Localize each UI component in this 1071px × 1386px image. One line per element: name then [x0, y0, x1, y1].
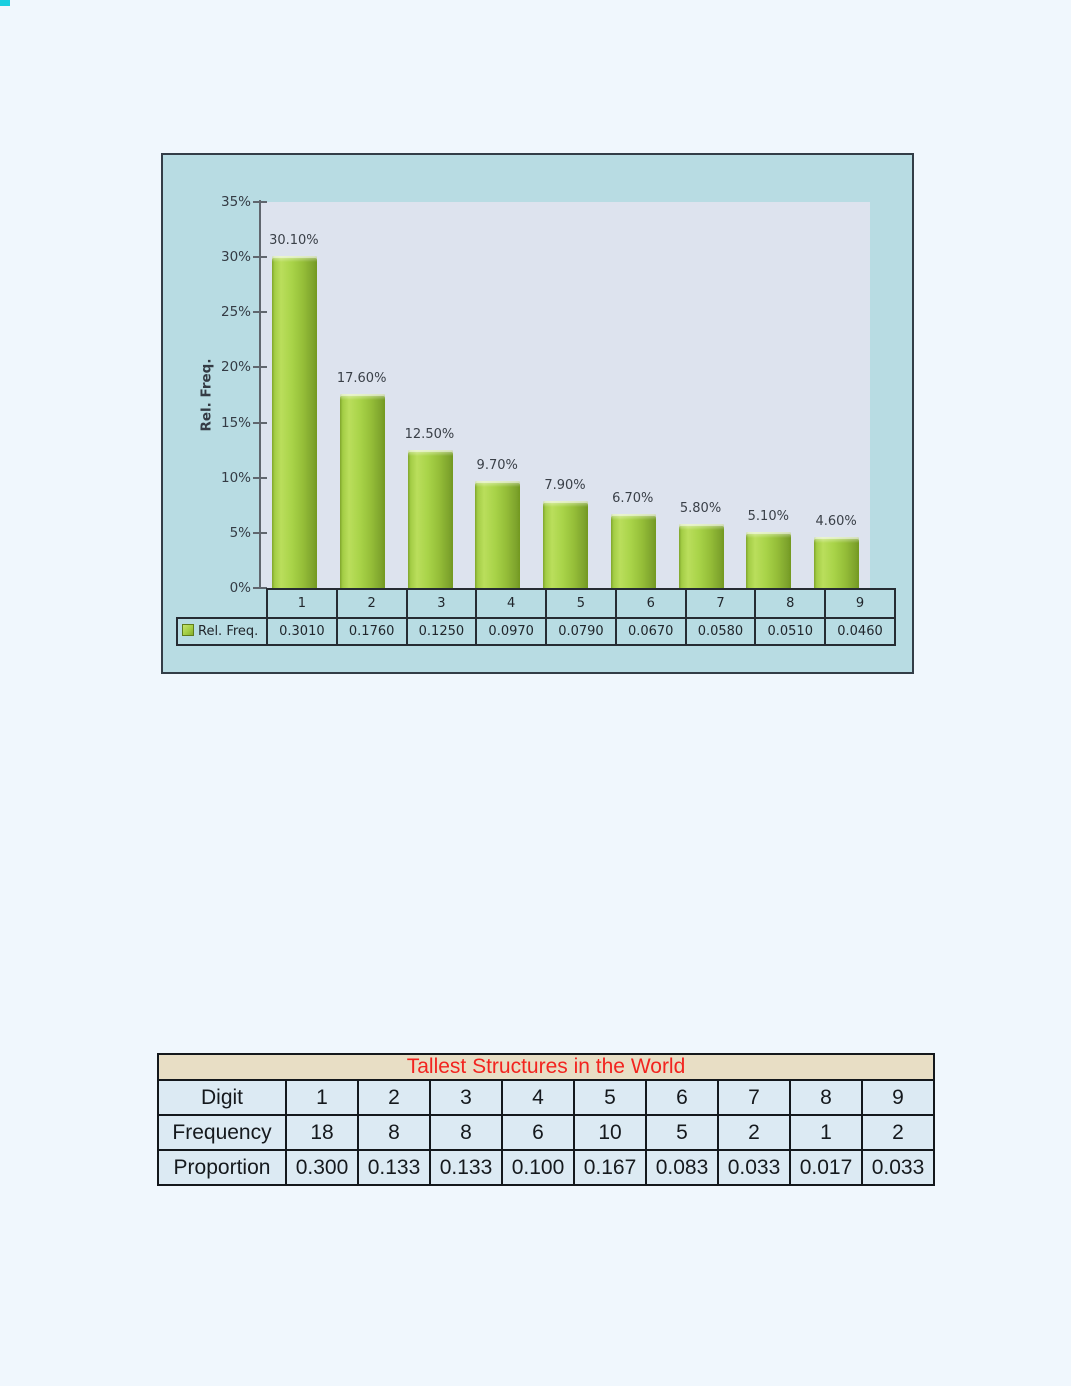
y-tick-label: 0% — [229, 580, 251, 596]
table-cell: 2 — [357, 1079, 431, 1116]
legend-color-icon — [182, 624, 194, 636]
bar — [407, 450, 453, 588]
table-cell: 0.167 — [573, 1149, 647, 1186]
table-cell: 0.033 — [717, 1149, 791, 1186]
y-tick-label: 5% — [229, 524, 251, 541]
bar — [543, 500, 589, 588]
table-cell: 0.017 — [789, 1149, 863, 1186]
table-cell: 0.100 — [501, 1149, 575, 1186]
bar-value-label: 9.70% — [476, 458, 518, 474]
bar — [746, 531, 792, 588]
category-cell: 4 — [475, 588, 548, 619]
bar-value-label: 30.10% — [269, 233, 319, 249]
table-title: Tallest Structures in the World — [157, 1053, 935, 1081]
y-tick — [253, 476, 267, 479]
category-cell: 1 — [266, 588, 338, 619]
value-cell: 0.0790 — [545, 617, 617, 646]
table-cell: 9 — [861, 1079, 935, 1116]
row-label: Digit — [157, 1079, 287, 1116]
table-cell: 7 — [717, 1079, 791, 1116]
table-cell: 0.033 — [861, 1149, 935, 1186]
value-cell: 0.0670 — [614, 617, 687, 646]
series-row: Rel. Freq. 0.3010 0.1760 0.1250 0.0970 0.0790… — [176, 617, 896, 646]
category-cell: 2 — [335, 588, 408, 619]
y-tick — [253, 531, 267, 534]
bar-value-label: 12.50% — [404, 427, 455, 443]
bar — [339, 393, 385, 588]
table-cell: 10 — [573, 1114, 647, 1151]
table-cell: 0.300 — [285, 1149, 359, 1186]
row-label: Proportion — [157, 1149, 287, 1186]
bar — [272, 256, 317, 588]
y-tick-label: 35% — [220, 194, 251, 210]
table-cell: 0.133 — [357, 1149, 431, 1186]
bar — [814, 537, 860, 588]
y-tick — [253, 256, 267, 259]
y-tick — [253, 311, 267, 314]
category-cell: 3 — [405, 588, 478, 619]
y-tick — [253, 201, 267, 203]
blank-cell — [177, 589, 267, 618]
category-cell: 9 — [824, 588, 896, 619]
category-cell: 8 — [754, 588, 827, 619]
bar-value-label: 7.90% — [544, 477, 586, 493]
value-cell: 0.0580 — [684, 617, 757, 646]
bar-value-label: 5.10% — [747, 508, 789, 524]
legend-label: Rel. Freq. — [198, 624, 259, 639]
y-tick-label: 25% — [220, 304, 251, 321]
top-left-cyan-mark — [0, 0, 10, 6]
bar-value-label: 6.70% — [612, 491, 654, 507]
tallest-structures-table: Tallest Structures in the World Digit 1 2 3… — [157, 1053, 935, 1186]
value-cell: 0.1760 — [335, 617, 408, 646]
category-cell: 6 — [614, 588, 687, 619]
table-cell: 0.083 — [645, 1149, 719, 1186]
bar-value-label: 17.60% — [336, 370, 387, 386]
table-cell: 0.133 — [429, 1149, 503, 1186]
bar-value-label: 5.80% — [679, 501, 722, 517]
table-cell: 5 — [645, 1114, 719, 1151]
table-cell: 2 — [717, 1114, 791, 1151]
value-cell: 0.0970 — [475, 617, 548, 646]
y-tick — [253, 421, 267, 424]
y-tick — [253, 366, 267, 369]
value-cell: 0.0510 — [754, 617, 827, 646]
table-cell: 18 — [285, 1114, 359, 1151]
table-row: Digit 1 2 3 4 5 6 7 8 9 — [157, 1079, 935, 1116]
table-cell: 8 — [429, 1114, 503, 1151]
category-cell: 7 — [684, 588, 757, 619]
table-cell: 2 — [861, 1114, 935, 1151]
row-label: Frequency — [157, 1114, 287, 1151]
table-cell: 6 — [501, 1114, 575, 1151]
y-tick-label: 30% — [220, 249, 251, 266]
value-cell: 0.1250 — [405, 617, 478, 646]
table-cell: 5 — [573, 1079, 647, 1116]
bar — [475, 481, 521, 588]
y-tick — [253, 587, 267, 589]
bar-value-label: 4.60% — [815, 514, 857, 530]
table-cell: 3 — [429, 1079, 503, 1116]
benford-bar-chart: Rel. Freq. 35% 30% 25% 20% 15% 10% 5% 0% 30.10%… — [161, 153, 914, 674]
value-cell: 0.3010 — [266, 617, 338, 646]
bar — [678, 524, 724, 588]
table-cell: 8 — [357, 1114, 431, 1151]
table-cell: 1 — [789, 1114, 863, 1151]
category-cell: 5 — [545, 588, 617, 619]
table-cell: 6 — [645, 1079, 719, 1116]
table-cell: 8 — [789, 1079, 863, 1116]
y-tick-label: 15% — [220, 414, 251, 431]
y-axis-line — [259, 200, 261, 589]
value-cell: 0.0460 — [824, 617, 896, 646]
table-row: Frequency 18 8 8 6 10 5 2 1 2 — [157, 1114, 935, 1151]
table-cell: 4 — [501, 1079, 575, 1116]
bar — [610, 514, 656, 588]
legend-cell: Rel. Freq. — [176, 617, 268, 646]
table-row: Proportion 0.300 0.133 0.133 0.100 0.167 0.083… — [157, 1149, 935, 1186]
y-tick-label: 10% — [220, 469, 251, 486]
table-title-row: Tallest Structures in the World — [157, 1053, 935, 1081]
y-tick-label: 20% — [220, 359, 251, 376]
table-cell: 1 — [285, 1079, 359, 1116]
